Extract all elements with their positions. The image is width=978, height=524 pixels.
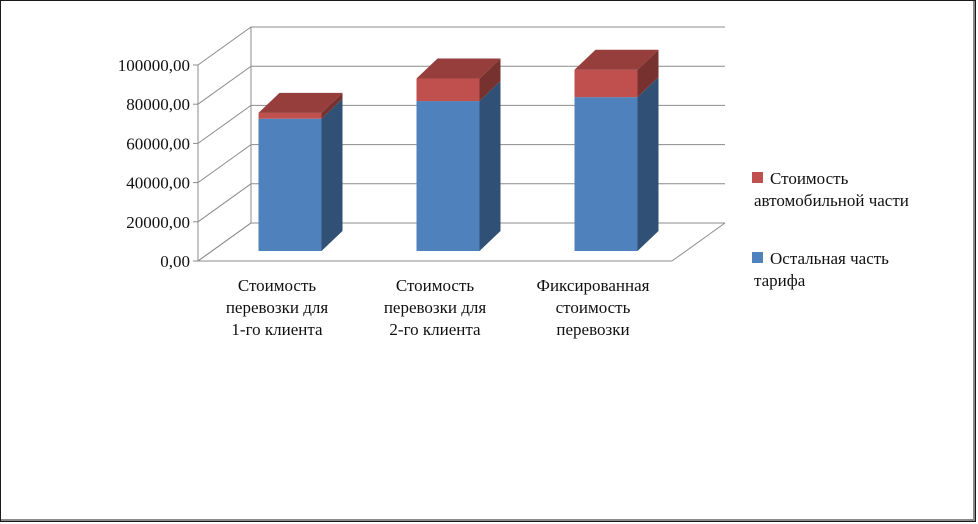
y-tick-label: 100000,00: [118, 56, 190, 75]
legend-label-line: Стоимость: [770, 169, 849, 188]
y-tick-label: 60000,00: [126, 134, 190, 153]
legend-label-line: автомобильной части: [754, 191, 909, 210]
bars: [258, 49, 659, 251]
bar-segment-front: [416, 101, 480, 251]
bar-segment-side: [321, 92, 343, 119]
legend-label-line: тарифа: [754, 271, 806, 290]
x-category-label-line: перевозки для: [384, 298, 487, 317]
bar-segment-front: [574, 97, 638, 251]
bar-segment-front: [574, 69, 638, 98]
y-tick-label: 20000,00: [126, 213, 190, 232]
gridline: [197, 144, 725, 184]
bar-segment-top: [258, 92, 343, 113]
y-axis-ticks: 0,00 20000,00 40000,00 60000,00 80000,00 1000…: [118, 56, 190, 271]
bar-segment-side: [479, 58, 501, 102]
x-category-label-line: 1-го клиента: [231, 320, 323, 339]
gridline: [197, 26, 725, 66]
x-category-label-line: стоимость: [556, 298, 631, 317]
gridlines: [193, 26, 725, 262]
bar-segment-front: [258, 118, 322, 251]
x-category-label-line: перевозки для: [226, 298, 329, 317]
bar-segment-front: [258, 112, 322, 119]
bar-stack: [574, 49, 659, 251]
legend-label: Остальная часть тарифа: [754, 249, 889, 290]
bar-segment-side: [637, 77, 659, 251]
x-category-label: Фиксированная стоимость перевозки: [537, 276, 650, 339]
gridline: [197, 183, 725, 223]
x-axis-labels: Стоимость перевозки для 1-го клиентаСтоимо…: [226, 276, 650, 339]
bar-segment-top: [416, 58, 501, 79]
bar-segment-side: [321, 98, 343, 251]
x-category-label-line: перевозки: [556, 320, 629, 339]
legend: Стоимость автомобильной части Остальная ча…: [752, 169, 909, 290]
bar-stack: [258, 92, 343, 251]
x-category-label: Стоимость перевозки для 1-го клиента: [226, 276, 329, 339]
bar-segment-side: [637, 49, 659, 98]
legend-label-line: Остальная часть: [770, 249, 889, 268]
x-category-label-line: 2-го клиента: [389, 320, 481, 339]
y-tick-label: 0,00: [160, 252, 190, 271]
bar-segment-front: [416, 78, 480, 102]
gridline: [197, 65, 725, 105]
x-category-label: Стоимость перевозки для 2-го клиента: [384, 276, 487, 339]
legend-label: Стоимость автомобильной части: [754, 169, 909, 210]
y-tick-label: 80000,00: [126, 95, 190, 114]
bar-segment-side: [479, 81, 501, 251]
x-category-label-line: Стоимость: [396, 276, 475, 295]
bar-stack: [416, 58, 501, 251]
bar-segment-top: [574, 49, 659, 70]
gridline: [197, 104, 725, 144]
x-category-label-line: Фиксированная: [537, 276, 650, 295]
y-tick-label: 40000,00: [126, 174, 190, 193]
legend-swatch: [752, 252, 763, 263]
floor-right-edge: [671, 222, 726, 262]
x-category-label-line: Стоимость: [238, 276, 317, 295]
gridline: [197, 222, 725, 262]
legend-swatch: [752, 172, 763, 183]
